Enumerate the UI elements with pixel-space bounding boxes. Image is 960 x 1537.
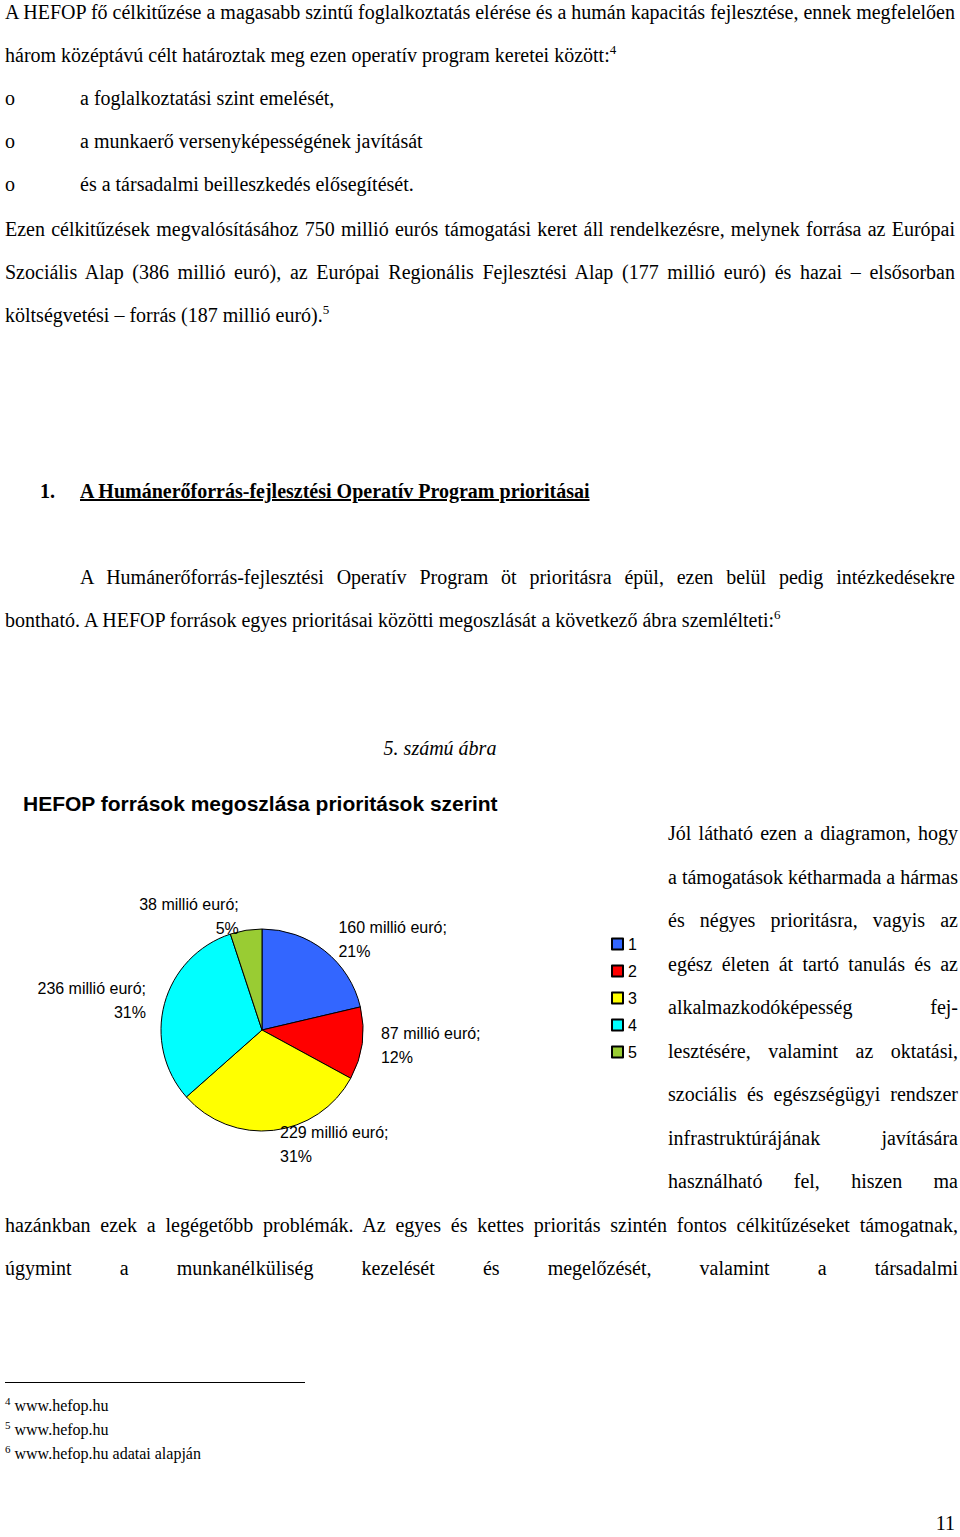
svg-text:31%: 31% (280, 1148, 312, 1165)
svg-text:31%: 31% (114, 1004, 146, 1021)
svg-text:5%: 5% (216, 920, 239, 937)
svg-text:5: 5 (628, 1044, 637, 1061)
svg-text:3: 3 (628, 990, 637, 1007)
svg-text:21%: 21% (338, 943, 370, 960)
svg-text:1: 1 (628, 936, 637, 953)
svg-text:HEFOP források megoszlása prio: HEFOP források megoszlása prioritások sz… (23, 792, 498, 815)
svg-text:236 millió euró;: 236 millió euró; (37, 980, 146, 997)
svg-text:2: 2 (628, 963, 637, 980)
svg-text:4: 4 (628, 1017, 637, 1034)
svg-text:229 millió euró;: 229 millió euró; (280, 1124, 389, 1141)
svg-text:38 millió euró;: 38 millió euró; (139, 896, 239, 913)
svg-text:160 millió euró;: 160 millió euró; (338, 919, 447, 936)
svg-text:87 millió euró;: 87 millió euró; (381, 1025, 481, 1042)
svg-text:12%: 12% (381, 1049, 413, 1066)
